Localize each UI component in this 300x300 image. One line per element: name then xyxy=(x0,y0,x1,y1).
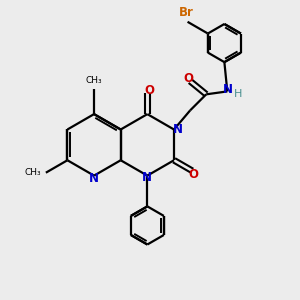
Text: H: H xyxy=(234,89,242,99)
Text: O: O xyxy=(184,72,194,85)
Text: Br: Br xyxy=(179,6,194,19)
Text: CH₃: CH₃ xyxy=(25,168,41,177)
Text: N: N xyxy=(223,83,233,96)
Text: CH₃: CH₃ xyxy=(86,76,102,85)
Text: O: O xyxy=(145,84,155,97)
Text: N: N xyxy=(172,123,182,136)
Text: N: N xyxy=(89,172,99,185)
Text: O: O xyxy=(189,168,199,181)
Text: N: N xyxy=(142,171,152,184)
